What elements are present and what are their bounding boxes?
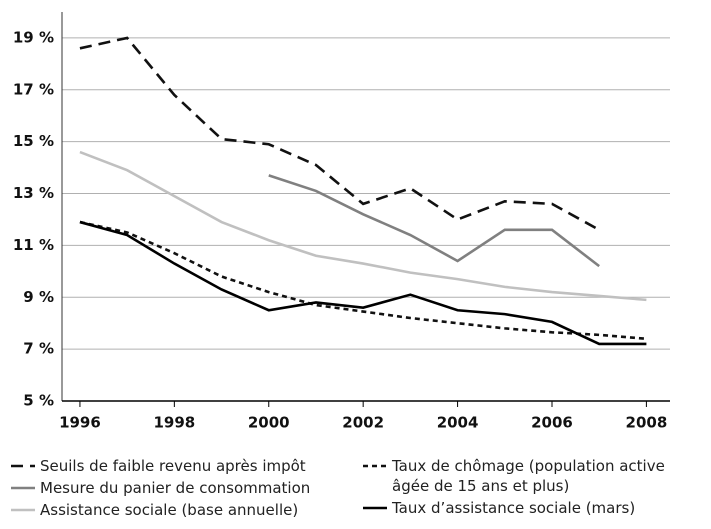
y-tick-label: 11 % xyxy=(13,236,54,254)
legend-swatch xyxy=(11,486,35,490)
x-tick-label: 2002 xyxy=(342,414,384,432)
legend-label: Mesure du panier de consommation xyxy=(40,479,311,497)
series-line xyxy=(79,220,647,341)
y-tick-label: 7 % xyxy=(23,340,54,358)
legend-swatch xyxy=(11,508,35,512)
x-tick-label: 2000 xyxy=(248,414,290,432)
x-tick-label: 2006 xyxy=(531,414,573,432)
y-tick-label: 5 % xyxy=(23,392,54,410)
y-tick-label: 9 % xyxy=(23,288,54,306)
y-tick-label: 13 % xyxy=(13,184,54,202)
x-tick-label: 2008 xyxy=(626,414,668,432)
legend-entry: Assistance sociale (base annuelle) xyxy=(10,500,380,520)
legend-label: Taux de chômage (population active âgée … xyxy=(392,457,665,495)
series-line xyxy=(79,150,647,302)
y-tick-label: 17 % xyxy=(13,80,54,98)
series-line xyxy=(79,220,647,346)
legend-label: Taux d’assistance sociale (mars) xyxy=(392,499,636,517)
x-tick-label: 1996 xyxy=(59,414,101,432)
chart: 5 % 7 % 9 % 11 % 13 % 15 % 17 % 19 % 1996 1998 200… xyxy=(13,12,670,432)
legend-entry: Seuils de faible revenu après impôt xyxy=(10,456,340,476)
x-tick-label: 1998 xyxy=(153,414,195,432)
legend-label: Seuils de faible revenu après impôt xyxy=(40,457,306,475)
x-tick-label: 2004 xyxy=(437,414,479,432)
legend-swatch xyxy=(11,464,35,468)
y-tick-label: 15 % xyxy=(13,132,54,150)
legend-label: Assistance sociale (base annuelle) xyxy=(40,501,299,519)
legend-entry: Mesure du panier de consommation xyxy=(10,478,380,498)
series-line xyxy=(79,36,600,231)
legend-entry: Taux d’assistance sociale (mars) xyxy=(362,498,711,518)
legend-swatch xyxy=(363,464,387,468)
legend-entry: Taux de chômage (population active âgée … xyxy=(362,456,692,496)
y-tick-label: 19 % xyxy=(13,28,54,46)
series-line xyxy=(268,174,600,268)
legend-swatch xyxy=(363,506,387,510)
